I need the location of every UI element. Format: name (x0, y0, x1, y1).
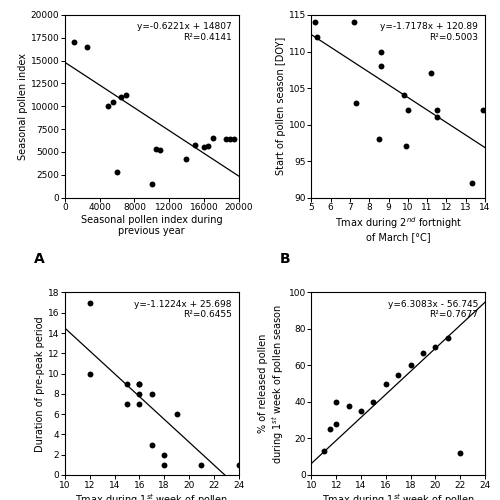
Point (123, 400, 131, 408)
Point (200, 144, 208, 152)
Point (479, 106, 487, 114)
Point (382, 380, 390, 388)
Point (70, 38, 78, 46)
Point (352, 98, 360, 106)
Point (172, 410, 180, 418)
Point (148, 440, 156, 448)
Point (332, 398, 340, 406)
Point (148, 180, 156, 188)
Text: y=6.3083x - 56.745
R²=0.7677: y=6.3083x - 56.745 R²=0.7677 (388, 300, 478, 319)
Point (444, 334, 452, 342)
X-axis label: Tmax during 1$^{st}$ week of pollen
season [°C]: Tmax during 1$^{st}$ week of pollen seas… (76, 492, 229, 500)
Point (375, 135, 383, 143)
Point (104, 102, 112, 110)
Point (234, 461, 242, 469)
Point (156, 146, 164, 154)
Point (118, 93, 126, 101)
Point (350, 18, 358, 26)
Point (160, 450, 168, 458)
Point (433, 106, 441, 114)
Y-axis label: Start of pollen season [DOY]: Start of pollen season [DOY] (276, 37, 286, 175)
Point (377, 48, 385, 56)
Point (326, 426, 334, 434)
Text: y=-0.6221x + 14807
R²=0.4141: y=-0.6221x + 14807 R²=0.4141 (137, 22, 232, 42)
Point (312, 18, 320, 26)
Point (433, 113, 441, 121)
Point (370, 398, 378, 406)
Point (344, 402, 352, 409)
Point (86, 298, 94, 306)
Point (320, 448, 328, 456)
X-axis label: Seasonal pollen index during
previous year: Seasonal pollen index during previous ye… (81, 215, 223, 236)
Point (419, 348, 427, 356)
Point (198, 461, 205, 469)
Y-axis label: % of released pollen
during 1$^{st}$ week of pollen season: % of released pollen during 1$^{st}$ wee… (258, 304, 286, 464)
Point (226, 135, 234, 143)
Point (136, 400, 143, 408)
Point (404, 106, 412, 114)
Point (377, 62, 385, 70)
Text: A: A (34, 252, 44, 266)
Point (136, 380, 143, 388)
Point (222, 135, 230, 143)
Point (113, 168, 121, 176)
Point (456, 449, 464, 457)
Point (123, 380, 131, 388)
Text: B: B (280, 252, 291, 266)
Point (122, 92, 130, 100)
Point (394, 370, 402, 378)
Point (400, 92, 408, 100)
Point (152, 145, 160, 153)
Point (468, 179, 475, 187)
Point (432, 343, 440, 351)
Point (230, 135, 238, 143)
X-axis label: Tmax during 1$^{st}$ week of pollen
season [°C]: Tmax during 1$^{st}$ week of pollen seas… (322, 492, 474, 500)
Text: y=-1.7178x + 120.89
R²=0.5003: y=-1.7178x + 120.89 R²=0.5003 (380, 22, 478, 42)
Point (86, 370, 94, 378)
Point (208, 134, 216, 142)
Point (136, 380, 143, 388)
Point (313, 33, 321, 41)
X-axis label: Tmax during 2$^{nd}$ fortnight
of March [°C]: Tmax during 2$^{nd}$ fortnight of March … (334, 215, 462, 242)
Point (148, 390, 156, 398)
Point (136, 390, 143, 398)
Point (82, 43, 90, 51)
Point (182, 155, 190, 163)
Point (108, 98, 116, 106)
Point (204, 142, 212, 150)
Y-axis label: Seasonal pollen index: Seasonal pollen index (18, 53, 28, 160)
Point (160, 461, 168, 469)
Y-axis label: Duration of pre-peak period: Duration of pre-peak period (35, 316, 45, 452)
Text: y=-1.1224x + 25.698
R²=0.6455: y=-1.1224x + 25.698 R²=0.6455 (134, 300, 232, 319)
Point (191, 140, 199, 148)
Point (402, 142, 410, 150)
Point (406, 362, 414, 370)
Point (427, 70, 435, 78)
Point (357, 407, 365, 415)
Point (332, 420, 340, 428)
